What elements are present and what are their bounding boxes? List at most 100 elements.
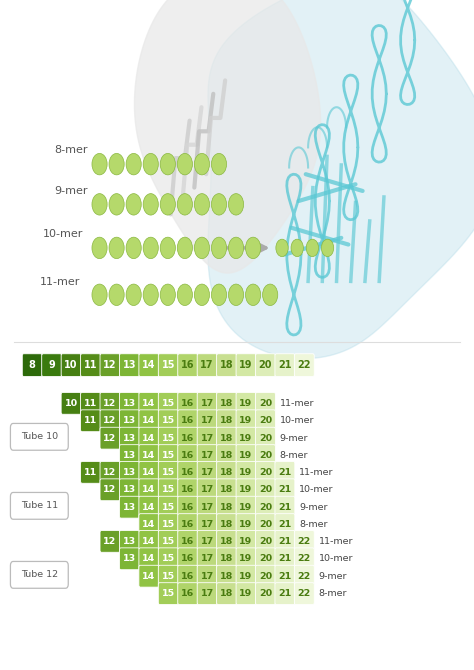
Text: 20: 20 <box>259 520 272 529</box>
Circle shape <box>194 194 210 215</box>
FancyBboxPatch shape <box>294 354 314 377</box>
FancyBboxPatch shape <box>139 514 159 535</box>
FancyBboxPatch shape <box>275 479 295 500</box>
Text: Tube 10: Tube 10 <box>21 432 58 442</box>
FancyBboxPatch shape <box>139 393 159 414</box>
Text: 19: 19 <box>239 485 253 494</box>
FancyBboxPatch shape <box>255 514 275 535</box>
Circle shape <box>177 284 192 306</box>
Text: 18: 18 <box>220 572 233 581</box>
Text: 16: 16 <box>181 399 194 408</box>
FancyBboxPatch shape <box>100 479 120 500</box>
Text: 17: 17 <box>201 502 214 512</box>
FancyBboxPatch shape <box>236 565 256 587</box>
FancyBboxPatch shape <box>119 479 139 500</box>
FancyBboxPatch shape <box>294 548 314 570</box>
Text: 10: 10 <box>64 399 78 408</box>
Text: 15: 15 <box>162 360 175 370</box>
Text: 22: 22 <box>298 360 311 370</box>
Text: 8-mer: 8-mer <box>319 589 347 598</box>
FancyBboxPatch shape <box>10 561 68 588</box>
Circle shape <box>177 153 192 175</box>
Text: 15: 15 <box>162 554 175 563</box>
FancyBboxPatch shape <box>217 531 237 552</box>
Circle shape <box>92 237 107 259</box>
FancyBboxPatch shape <box>255 548 275 570</box>
FancyBboxPatch shape <box>236 514 256 535</box>
FancyBboxPatch shape <box>139 427 159 449</box>
FancyBboxPatch shape <box>158 548 178 570</box>
FancyBboxPatch shape <box>10 492 68 519</box>
FancyBboxPatch shape <box>294 531 314 552</box>
Text: 17: 17 <box>201 485 214 494</box>
Circle shape <box>109 153 124 175</box>
Circle shape <box>321 239 334 257</box>
FancyBboxPatch shape <box>119 445 139 466</box>
Text: 21: 21 <box>278 554 292 563</box>
FancyBboxPatch shape <box>197 583 217 604</box>
FancyBboxPatch shape <box>197 514 217 535</box>
Circle shape <box>246 284 261 306</box>
Text: 17: 17 <box>201 537 214 546</box>
Text: Tube 11: Tube 11 <box>21 501 58 511</box>
Circle shape <box>109 194 124 215</box>
FancyBboxPatch shape <box>217 393 237 414</box>
FancyBboxPatch shape <box>255 445 275 466</box>
Text: 20: 20 <box>259 399 272 408</box>
Circle shape <box>211 194 227 215</box>
FancyBboxPatch shape <box>236 427 256 449</box>
Text: 15: 15 <box>162 451 175 460</box>
Circle shape <box>126 153 141 175</box>
Text: 14: 14 <box>142 485 155 494</box>
FancyBboxPatch shape <box>158 514 178 535</box>
Text: 20: 20 <box>259 360 272 370</box>
Circle shape <box>291 239 303 257</box>
FancyBboxPatch shape <box>178 479 198 500</box>
Circle shape <box>109 237 124 259</box>
Text: 13: 13 <box>123 554 136 563</box>
FancyBboxPatch shape <box>139 565 159 587</box>
Text: 12: 12 <box>103 360 117 370</box>
Text: 14: 14 <box>142 416 155 425</box>
Text: 22: 22 <box>298 572 311 581</box>
Text: 17: 17 <box>201 572 214 581</box>
FancyBboxPatch shape <box>197 496 217 518</box>
Text: 19: 19 <box>239 589 253 598</box>
FancyBboxPatch shape <box>158 496 178 518</box>
FancyBboxPatch shape <box>100 393 120 414</box>
Text: 16: 16 <box>181 554 194 563</box>
FancyBboxPatch shape <box>158 393 178 414</box>
Text: 19: 19 <box>239 502 253 512</box>
Text: 16: 16 <box>181 433 194 443</box>
FancyBboxPatch shape <box>81 393 100 414</box>
Text: 16: 16 <box>181 572 194 581</box>
FancyBboxPatch shape <box>178 548 198 570</box>
FancyBboxPatch shape <box>158 445 178 466</box>
FancyBboxPatch shape <box>236 496 256 518</box>
Circle shape <box>177 194 192 215</box>
Text: 22: 22 <box>298 554 311 563</box>
FancyBboxPatch shape <box>217 445 237 466</box>
Text: 12: 12 <box>103 485 117 494</box>
Text: 10-mer: 10-mer <box>299 485 334 494</box>
FancyBboxPatch shape <box>178 514 198 535</box>
Text: 11-mer: 11-mer <box>40 277 81 287</box>
FancyBboxPatch shape <box>178 427 198 449</box>
FancyBboxPatch shape <box>255 427 275 449</box>
FancyBboxPatch shape <box>139 410 159 431</box>
Text: 12: 12 <box>103 399 117 408</box>
Text: 10-mer: 10-mer <box>280 416 314 425</box>
Text: 21: 21 <box>278 502 292 512</box>
FancyBboxPatch shape <box>81 462 100 483</box>
Text: 9-mer: 9-mer <box>319 572 347 581</box>
Circle shape <box>126 194 141 215</box>
Text: 17: 17 <box>201 433 214 443</box>
Text: 18: 18 <box>220 451 233 460</box>
Text: 8-mer: 8-mer <box>299 520 328 529</box>
Text: 19: 19 <box>239 399 253 408</box>
Circle shape <box>160 194 175 215</box>
FancyBboxPatch shape <box>61 354 81 377</box>
Text: 8-mer: 8-mer <box>280 451 308 460</box>
FancyBboxPatch shape <box>255 393 275 414</box>
Circle shape <box>109 284 124 306</box>
